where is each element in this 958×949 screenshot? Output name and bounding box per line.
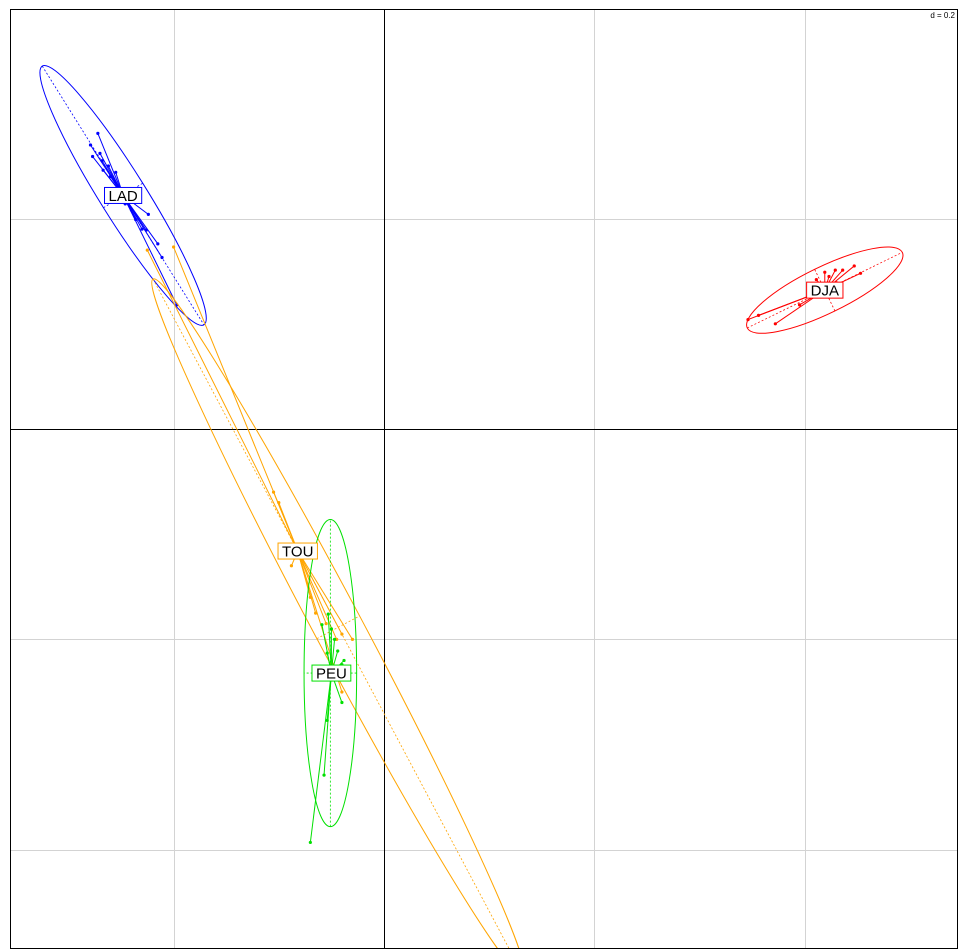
ray-lad: [122, 195, 163, 258]
point-lad: [160, 255, 164, 260]
ray-peu: [309, 673, 332, 843]
ray-tou: [297, 550, 338, 640]
group-labels: LAD DJA TOU PEU: [104, 186, 844, 683]
point-tou: [340, 690, 344, 694]
point-tou: [340, 632, 344, 636]
point-lad: [156, 242, 160, 246]
point-dja: [797, 303, 802, 307]
group-tou: [145, 245, 526, 949]
point-peu: [322, 773, 326, 777]
ray-lad: [97, 133, 124, 196]
label-box-tou: [277, 542, 318, 560]
ray-tou: [146, 249, 299, 552]
ray-tou: [297, 550, 327, 624]
point-peu: [308, 840, 312, 845]
point-peu: [342, 658, 346, 663]
point-tou: [324, 622, 328, 626]
label-box-lad: [104, 186, 143, 204]
label-peu: PEU: [311, 664, 352, 683]
point-tou: [271, 490, 276, 494]
ray-tou: [297, 550, 343, 635]
point-peu: [332, 637, 337, 642]
point-lad: [98, 151, 102, 155]
ellipse-major-axis-dja: [747, 251, 903, 329]
point-peu: [336, 649, 340, 653]
point-lad: [101, 168, 105, 172]
point-tou: [289, 564, 294, 568]
point-lad: [88, 143, 93, 147]
label-tou: TOU: [277, 542, 318, 561]
point-dja: [756, 313, 761, 317]
point-lad: [140, 227, 144, 231]
point-dja: [833, 268, 837, 272]
point-dja: [814, 278, 818, 282]
groups: [39, 65, 904, 949]
ray-peu: [327, 614, 332, 674]
label-lad: LAD: [104, 186, 143, 205]
point-lad: [129, 208, 134, 212]
point-dja: [852, 264, 856, 268]
point-peu: [340, 700, 344, 705]
axes: [10, 10, 958, 949]
label-text-lad: LAD: [109, 188, 138, 205]
ray-tou: [297, 550, 353, 640]
point-dja: [773, 322, 777, 326]
point-tou: [172, 245, 176, 249]
point-lad: [114, 170, 118, 174]
point-peu: [325, 718, 329, 723]
point-peu: [326, 612, 330, 616]
ellipse-major-axis-tou: [152, 278, 510, 949]
label-text-tou: TOU: [282, 544, 313, 561]
point-peu: [329, 627, 333, 631]
label-text-peu: PEU: [316, 666, 347, 683]
point-dja: [841, 268, 845, 272]
ellipse-tou: [151, 278, 526, 949]
point-tou: [350, 637, 355, 642]
label-dja: DJA: [806, 281, 844, 300]
plot-frame: [10, 9, 958, 949]
label-text-dja: DJA: [811, 283, 839, 300]
label-box-dja: [806, 281, 844, 299]
point-tou: [145, 248, 149, 252]
point-lad: [108, 174, 113, 179]
grid-scale-label: d = 0.2: [930, 11, 955, 20]
point-lad: [96, 131, 100, 135]
point-dja: [827, 274, 831, 279]
point-peu: [320, 623, 324, 627]
point-tou: [277, 501, 281, 505]
label-box-peu: [311, 664, 352, 682]
point-dja: [746, 317, 750, 322]
ray-lad: [122, 195, 178, 306]
point-dja: [858, 271, 863, 275]
point-lad: [146, 212, 150, 216]
point-dja: [823, 270, 827, 274]
grid: [10, 10, 958, 949]
point-lad: [90, 154, 95, 159]
